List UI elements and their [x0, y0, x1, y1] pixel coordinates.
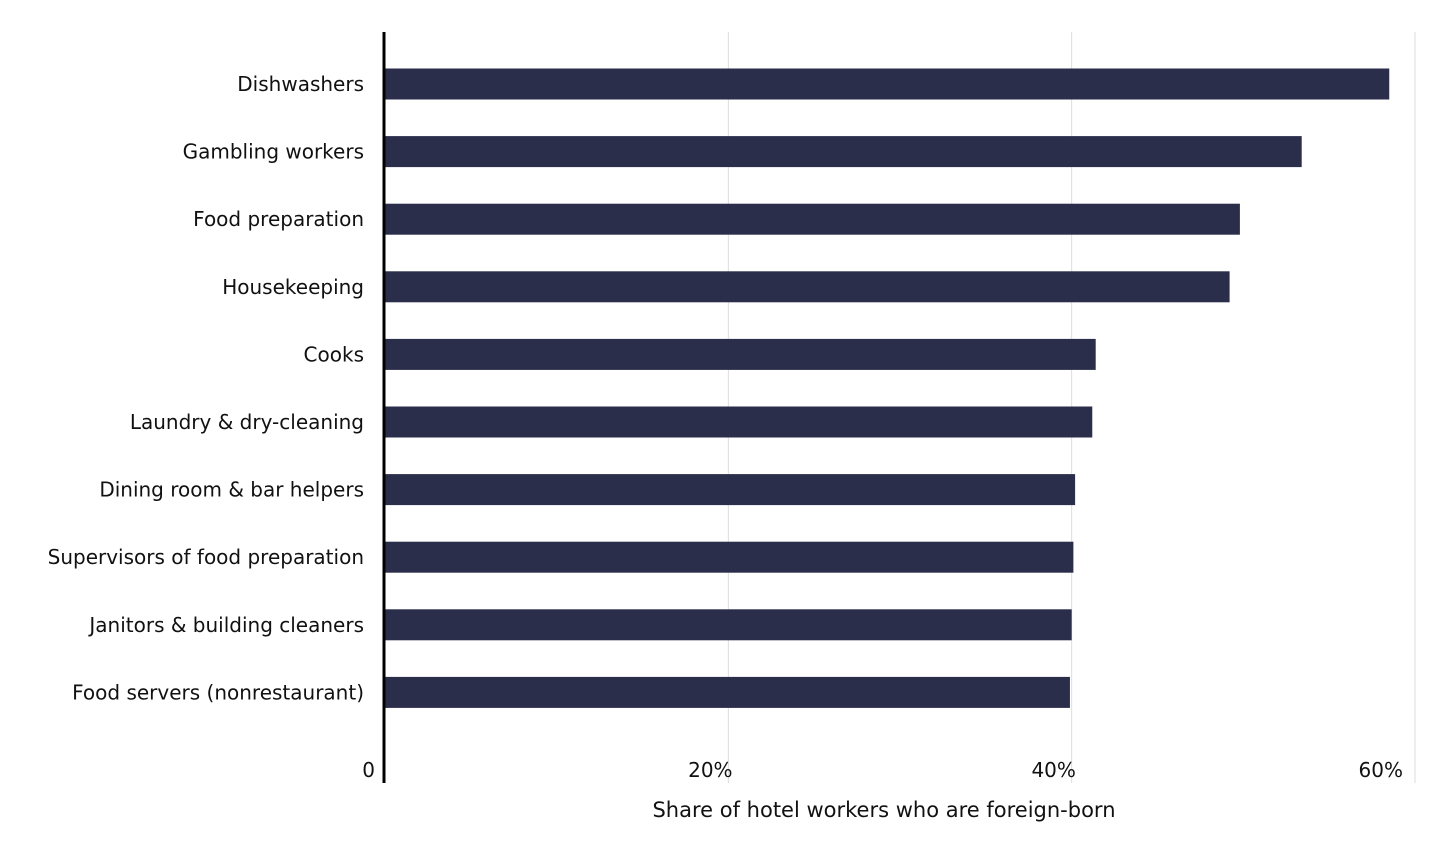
- bar: [385, 406, 1093, 438]
- bar: [385, 203, 1240, 235]
- category-label: Food preparation: [193, 207, 364, 231]
- category-label: Janitors & building cleaners: [87, 613, 364, 637]
- bar: [385, 609, 1072, 641]
- category-label: Laundry & dry-cleaning: [130, 410, 364, 434]
- category-label: Dishwashers: [237, 72, 364, 96]
- bar: [385, 338, 1096, 370]
- bar: [385, 68, 1390, 100]
- category-label: Housekeeping: [222, 275, 364, 299]
- x-tick-label: 20%: [688, 758, 732, 782]
- bar: [385, 136, 1302, 168]
- category-label: Cooks: [304, 342, 364, 366]
- bars: [385, 68, 1390, 708]
- bar: [385, 676, 1070, 708]
- category-label: Food servers (nonrestaurant): [72, 680, 364, 704]
- bar: [385, 474, 1076, 506]
- bar: [385, 541, 1074, 573]
- category-label: Gambling workers: [183, 140, 364, 164]
- x-tick-label: 0: [362, 758, 375, 782]
- x-axis-title: Share of hotel workers who are foreign-b…: [652, 798, 1115, 822]
- x-tick-label: 60%: [1359, 758, 1403, 782]
- x-tick-label: 40%: [1031, 758, 1075, 782]
- category-label: Supervisors of food preparation: [48, 545, 364, 569]
- bar: [385, 271, 1230, 303]
- x-tick-labels: 0 20% 40% 60%: [362, 758, 1403, 782]
- category-label: Dining room & bar helpers: [99, 478, 364, 502]
- category-labels: Dishwashers Gambling workers Food preparat…: [48, 72, 364, 704]
